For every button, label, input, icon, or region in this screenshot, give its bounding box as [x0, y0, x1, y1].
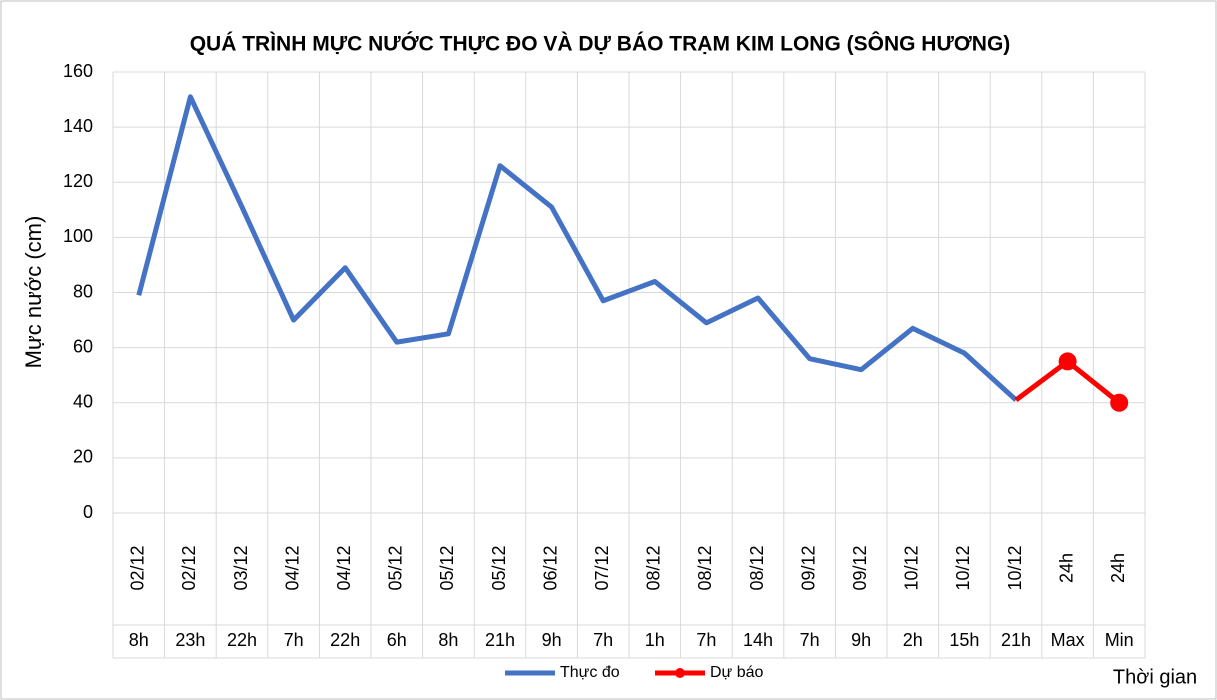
x-tick-label: 7h [593, 630, 613, 650]
y-tick-label: 80 [73, 281, 93, 301]
x-tick-label: Max [1051, 630, 1085, 650]
x-tick-label: Min [1105, 630, 1134, 650]
x-tick-date: 08/12 [695, 545, 715, 590]
x-tick-label: 7h [696, 630, 716, 650]
legend-label: Thực đo [560, 664, 620, 681]
x-tick-label: 9h [851, 630, 871, 650]
x-tick-date: 24h [1056, 553, 1076, 583]
x-tick-date: 05/12 [437, 545, 457, 590]
x-tick-label: 8h [438, 630, 458, 650]
x-tick-label: 22h [330, 630, 360, 650]
x-tick-label: 2h [903, 630, 923, 650]
x-tick-date: 03/12 [231, 545, 251, 590]
x-tick-label: 22h [227, 630, 257, 650]
y-tick-label: 100 [63, 226, 93, 246]
x-tick-date: 06/12 [540, 545, 560, 590]
series-marker [1110, 393, 1129, 412]
x-tick-date: 09/12 [798, 545, 818, 590]
x-tick-date: 02/12 [128, 545, 148, 590]
x-axis-label: Thời gian [1113, 666, 1197, 688]
x-tick-date: 10/12 [1005, 545, 1025, 590]
x-tick-label: 15h [949, 630, 979, 650]
x-tick-label: 1h [645, 630, 665, 650]
y-tick-label: 160 [63, 61, 93, 81]
x-tick-date: 07/12 [592, 545, 612, 590]
x-tick-label: 8h [129, 630, 149, 650]
x-tick-label: 9h [542, 630, 562, 650]
legend-marker [675, 668, 685, 678]
x-tick-label: 14h [743, 630, 773, 650]
x-tick-date: 24h [1108, 553, 1128, 583]
x-tick-date: 05/12 [489, 545, 509, 590]
y-tick-label: 140 [63, 116, 93, 136]
x-tick-date: 04/12 [282, 545, 302, 590]
x-tick-date: 05/12 [386, 545, 406, 590]
y-tick-label: 120 [63, 171, 93, 191]
x-tick-label: 7h [284, 630, 304, 650]
series-line [136, 94, 1018, 402]
x-tick-date: 10/12 [953, 545, 973, 590]
y-tick-label: 0 [83, 502, 93, 522]
legend-label: Dự báo [710, 664, 764, 681]
y-tick-label: 20 [73, 447, 93, 467]
x-tick-date: 08/12 [644, 545, 664, 590]
x-tick-date: 09/12 [850, 545, 870, 590]
y-axis-label: Mực nước (cm) [21, 216, 46, 369]
x-tick-label: 21h [1001, 630, 1031, 650]
x-tick-date: 10/12 [902, 545, 922, 590]
y-tick-label: 40 [73, 392, 93, 412]
y-tick-label: 60 [73, 336, 93, 356]
x-tick-date: 04/12 [334, 545, 354, 590]
x-tick-label: 6h [387, 630, 407, 650]
x-tick-date: 02/12 [179, 545, 199, 590]
x-tick-label: 23h [175, 630, 205, 650]
x-tick-label: 21h [485, 630, 515, 650]
x-tick-label: 7h [800, 630, 820, 650]
x-tick-date: 08/12 [747, 545, 767, 590]
series-marker [1058, 352, 1077, 371]
chart-title: QUÁ TRÌNH MỰC NƯỚC THỰC ĐO VÀ DỰ BÁO TRẠ… [190, 32, 1011, 56]
